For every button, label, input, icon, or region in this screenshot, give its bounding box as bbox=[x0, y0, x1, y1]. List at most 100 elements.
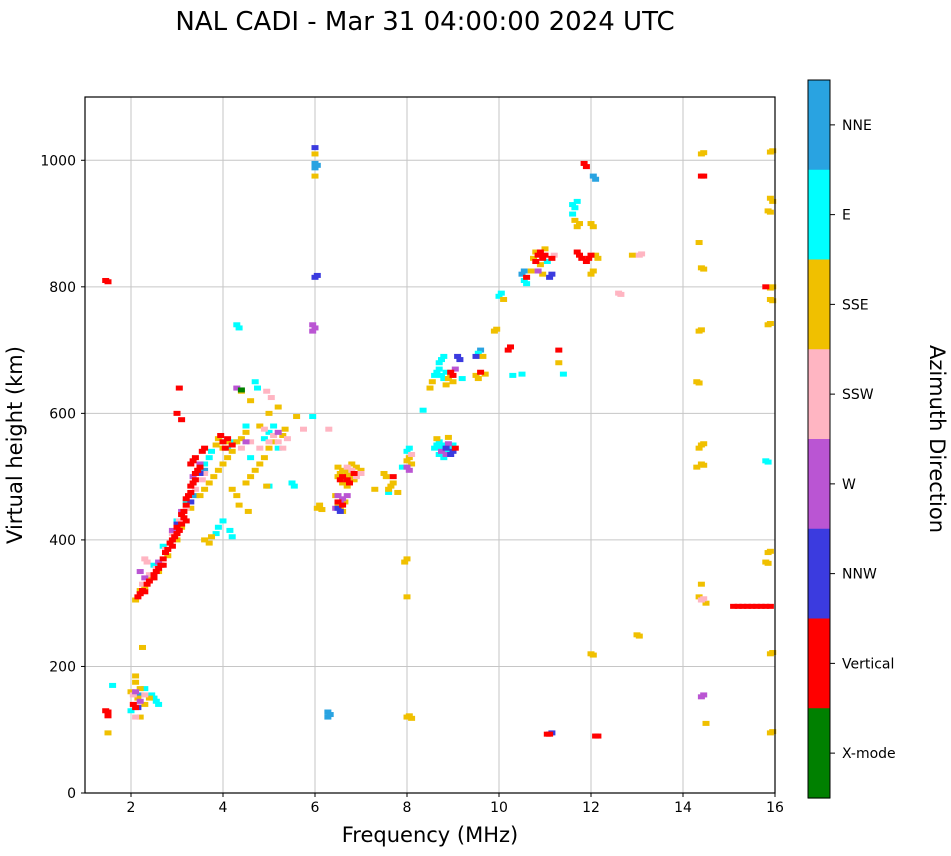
data-point-sse bbox=[339, 467, 347, 473]
data-point-e bbox=[205, 455, 213, 461]
data-point-e bbox=[440, 442, 448, 448]
data-point-vertical bbox=[129, 701, 137, 707]
data-point-ssw bbox=[700, 596, 708, 602]
data-point-sse bbox=[173, 537, 181, 543]
data-point-vertical bbox=[585, 255, 593, 261]
data-point-vertical bbox=[175, 527, 183, 533]
data-point-sse bbox=[380, 470, 388, 476]
data-point-sse bbox=[316, 502, 324, 508]
data-point-vertical bbox=[541, 252, 549, 258]
data-point-e bbox=[571, 205, 579, 211]
data-point-vertical bbox=[159, 562, 167, 568]
data-point-w bbox=[339, 496, 347, 502]
data-point-e bbox=[242, 423, 250, 429]
data-point-e bbox=[150, 695, 158, 701]
data-point-e bbox=[214, 524, 222, 530]
data-point-vertical bbox=[578, 255, 586, 261]
data-point-sse bbox=[265, 445, 273, 451]
data-point-ssw bbox=[617, 291, 625, 297]
data-point-w bbox=[444, 441, 452, 447]
data-point-sse bbox=[401, 559, 409, 565]
data-point-e bbox=[518, 371, 526, 377]
colorbar-segment-nne bbox=[808, 80, 830, 171]
data-point-vertical bbox=[757, 603, 765, 609]
y-axis-label: Virtual height (km) bbox=[3, 346, 27, 544]
colorbar-label-w: W bbox=[842, 477, 856, 493]
y-tick-label: 200 bbox=[49, 659, 76, 675]
data-point-vertical bbox=[166, 540, 174, 546]
data-point-e bbox=[569, 202, 577, 208]
data-point-vertical bbox=[224, 436, 232, 442]
data-point-sse bbox=[357, 467, 365, 473]
data-point-vertical bbox=[219, 439, 227, 445]
data-point-nne bbox=[201, 467, 209, 473]
colorbar-segment-nnw bbox=[808, 528, 830, 620]
data-point-e bbox=[182, 499, 190, 505]
data-point-sse bbox=[214, 467, 222, 473]
data-point-sse bbox=[127, 689, 135, 695]
data-point-vertical bbox=[191, 470, 199, 476]
data-point-vertical bbox=[350, 470, 358, 476]
data-point-sse bbox=[426, 385, 434, 391]
data-point-e bbox=[438, 357, 445, 363]
data-point-ssw bbox=[145, 572, 153, 578]
data-point-sse bbox=[235, 502, 243, 508]
data-point-sse bbox=[145, 695, 153, 701]
x-tick-label: 8 bbox=[403, 800, 412, 816]
y-tick-label: 400 bbox=[49, 533, 76, 549]
x-tick-label: 14 bbox=[674, 800, 692, 816]
data-point-vertical bbox=[221, 445, 229, 451]
data-point-e bbox=[155, 701, 163, 707]
colorbar-label-vertical: Vertical bbox=[842, 656, 894, 672]
data-point-ssw bbox=[638, 251, 646, 257]
data-point-e bbox=[523, 281, 531, 287]
data-point-vertical bbox=[180, 515, 188, 521]
data-point-sse bbox=[228, 448, 236, 454]
data-point-e bbox=[290, 483, 298, 489]
data-point-sse bbox=[139, 644, 146, 650]
data-point-sse bbox=[242, 429, 250, 435]
data-point-vertical bbox=[451, 445, 459, 451]
data-point-vertical bbox=[182, 518, 190, 524]
data-point-sse bbox=[224, 439, 232, 445]
data-point-sse bbox=[311, 173, 319, 179]
data-point-vertical bbox=[449, 372, 457, 378]
x-tick-label: 6 bbox=[311, 800, 320, 816]
colorbar-border bbox=[807, 79, 831, 799]
data-point-sse bbox=[592, 252, 600, 258]
data-point-sse bbox=[408, 461, 416, 467]
data-point-sse bbox=[408, 715, 416, 721]
data-point-vertical bbox=[168, 537, 176, 543]
x-tick-label: 2 bbox=[127, 800, 136, 816]
data-point-sse bbox=[387, 483, 395, 489]
data-point-w bbox=[343, 493, 351, 499]
data-point-w bbox=[196, 461, 204, 467]
data-point-sse bbox=[164, 553, 172, 559]
data-point-sse bbox=[237, 436, 245, 442]
data-point-sse bbox=[700, 150, 708, 156]
data-point-vertical bbox=[155, 565, 163, 571]
data-point-w bbox=[405, 467, 413, 473]
data-point-w bbox=[233, 385, 241, 391]
colorbar-label-sse: SSE bbox=[842, 297, 869, 313]
data-point-sse bbox=[263, 483, 271, 489]
data-point-ssw bbox=[201, 470, 209, 476]
data-point-sse bbox=[769, 650, 777, 656]
data-point-ssw bbox=[143, 559, 151, 565]
x-axis-label: Frequency (MHz) bbox=[342, 823, 518, 847]
data-point-e bbox=[569, 211, 577, 217]
data-point-e bbox=[433, 442, 441, 448]
data-point-w bbox=[438, 448, 445, 454]
data-point-sse bbox=[352, 464, 360, 470]
data-point-vertical bbox=[339, 474, 347, 480]
data-point-vertical bbox=[339, 502, 347, 508]
data-point-w bbox=[451, 366, 459, 372]
data-point-vertical bbox=[748, 603, 756, 609]
data-point-sse bbox=[403, 556, 411, 562]
data-point-sse bbox=[769, 198, 777, 204]
data-point-w bbox=[697, 694, 705, 700]
data-point-vertical bbox=[143, 581, 151, 587]
data-point-sse bbox=[769, 298, 777, 304]
data-point-e bbox=[497, 290, 505, 296]
data-point-nne bbox=[518, 271, 526, 277]
